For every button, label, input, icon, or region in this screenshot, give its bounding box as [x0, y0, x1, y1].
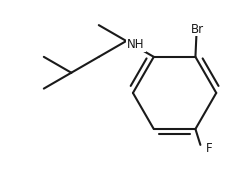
- Text: NH: NH: [127, 38, 145, 52]
- Text: F: F: [206, 142, 213, 155]
- Text: Br: Br: [191, 23, 204, 36]
